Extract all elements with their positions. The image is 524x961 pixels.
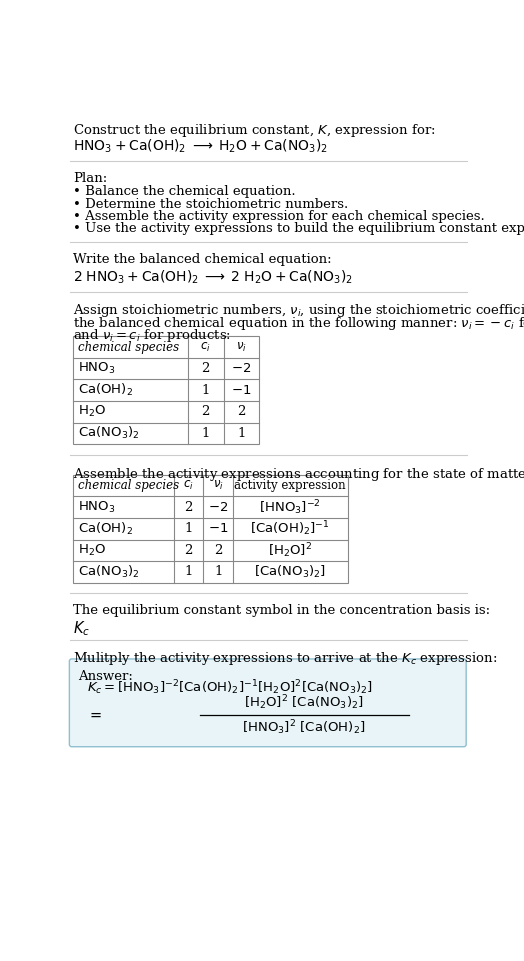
Text: 1: 1: [202, 383, 210, 397]
Text: 2: 2: [184, 544, 193, 556]
Text: 1: 1: [214, 565, 222, 579]
Text: $-1$: $-1$: [231, 383, 252, 397]
Text: $=$: $=$: [87, 708, 103, 722]
Text: 2: 2: [202, 362, 210, 375]
Text: chemical species: chemical species: [78, 340, 179, 354]
Text: $-1$: $-1$: [208, 523, 228, 535]
FancyBboxPatch shape: [69, 659, 466, 747]
Text: $[\mathrm{H_2O}]^{2}$: $[\mathrm{H_2O}]^{2}$: [268, 541, 312, 559]
Text: $\mathrm{2\;HNO_3 + Ca(OH)_2 \;\longrightarrow\; 2\;H_2O + Ca(NO_3)_2}$: $\mathrm{2\;HNO_3 + Ca(OH)_2 \;\longrigh…: [73, 268, 353, 286]
Text: $\mathrm{Ca(NO_3)_2}$: $\mathrm{Ca(NO_3)_2}$: [78, 564, 139, 580]
Text: 2: 2: [237, 406, 246, 418]
Text: Plan:: Plan:: [73, 171, 107, 185]
Text: and $\nu_i = c_i$ for products:: and $\nu_i = c_i$ for products:: [73, 327, 231, 344]
Text: • Assemble the activity expression for each chemical species.: • Assemble the activity expression for e…: [73, 210, 485, 223]
Text: $c_i$: $c_i$: [200, 340, 211, 354]
Text: 2: 2: [214, 544, 222, 556]
Text: $-2$: $-2$: [231, 362, 252, 375]
Text: $[\mathrm{H_2O}]^{2}\ [\mathrm{Ca(NO_3)_2}]$: $[\mathrm{H_2O}]^{2}\ [\mathrm{Ca(NO_3)_…: [244, 694, 364, 712]
Text: $-2$: $-2$: [208, 501, 228, 514]
Text: $\mathrm{HNO_3}$: $\mathrm{HNO_3}$: [78, 361, 115, 376]
Text: 1: 1: [184, 565, 193, 579]
Text: Assign stoichiometric numbers, $\nu_i$, using the stoichiometric coefficients, $: Assign stoichiometric numbers, $\nu_i$, …: [73, 303, 524, 319]
Text: the balanced chemical equation in the following manner: $\nu_i = -c_i$ for react: the balanced chemical equation in the fo…: [73, 315, 524, 332]
Bar: [73, 336, 259, 444]
Text: • Balance the chemical equation.: • Balance the chemical equation.: [73, 185, 296, 198]
Text: 1: 1: [202, 427, 210, 440]
Text: $c_i$: $c_i$: [183, 480, 194, 492]
Text: $[\mathrm{HNO_3}]^{-2}$: $[\mathrm{HNO_3}]^{-2}$: [259, 498, 321, 517]
Text: $[\mathrm{Ca(OH)_2}]^{-1}$: $[\mathrm{Ca(OH)_2}]^{-1}$: [250, 520, 330, 538]
Text: $[\mathrm{Ca(NO_3)_2}]$: $[\mathrm{Ca(NO_3)_2}]$: [254, 564, 326, 580]
Text: $\nu_i$: $\nu_i$: [236, 340, 247, 354]
Text: $\mathrm{H_2O}$: $\mathrm{H_2O}$: [78, 543, 106, 558]
Text: chemical species: chemical species: [78, 480, 179, 492]
Text: $\mathrm{Ca(OH)_2}$: $\mathrm{Ca(OH)_2}$: [78, 521, 133, 537]
Text: $\mathrm{Ca(NO_3)_2}$: $\mathrm{Ca(NO_3)_2}$: [78, 426, 139, 441]
Text: $[\mathrm{HNO_3}]^{2}\ [\mathrm{Ca(OH)_2}]$: $[\mathrm{HNO_3}]^{2}\ [\mathrm{Ca(OH)_2…: [243, 718, 366, 737]
Text: The equilibrium constant symbol in the concentration basis is:: The equilibrium constant symbol in the c…: [73, 604, 490, 617]
Text: 1: 1: [184, 523, 193, 535]
Text: • Determine the stoichiometric numbers.: • Determine the stoichiometric numbers.: [73, 198, 348, 210]
Text: 1: 1: [237, 427, 246, 440]
Text: 2: 2: [202, 406, 210, 418]
Text: activity expression: activity expression: [234, 480, 346, 492]
Text: Mulitply the activity expressions to arrive at the $K_c$ expression:: Mulitply the activity expressions to arr…: [73, 651, 497, 668]
Text: $K_c$: $K_c$: [73, 620, 90, 638]
Text: $\mathrm{Ca(OH)_2}$: $\mathrm{Ca(OH)_2}$: [78, 382, 133, 398]
Text: $\mathrm{HNO_3 + Ca(OH)_2 \;\longrightarrow\; H_2O + Ca(NO_3)_2}$: $\mathrm{HNO_3 + Ca(OH)_2 \;\longrightar…: [73, 137, 328, 155]
Text: $K_c = [\mathrm{HNO_3}]^{-2}[\mathrm{Ca(OH)_2}]^{-1}[\mathrm{H_2O}]^{2}[\mathrm{: $K_c = [\mathrm{HNO_3}]^{-2}[\mathrm{Ca(…: [87, 678, 373, 697]
Text: $\mathrm{H_2O}$: $\mathrm{H_2O}$: [78, 405, 106, 419]
Text: • Use the activity expressions to build the equilibrium constant expression.: • Use the activity expressions to build …: [73, 222, 524, 235]
Text: Assemble the activity expressions accounting for the state of matter and $\nu_i$: Assemble the activity expressions accoun…: [73, 466, 524, 482]
Text: $\nu_i$: $\nu_i$: [213, 480, 224, 492]
Text: 2: 2: [184, 501, 193, 514]
Bar: [73, 475, 347, 582]
Text: Write the balanced chemical equation:: Write the balanced chemical equation:: [73, 253, 332, 266]
Text: Answer:: Answer:: [78, 671, 133, 683]
Text: Construct the equilibrium constant, $K$, expression for:: Construct the equilibrium constant, $K$,…: [73, 122, 436, 139]
Text: $\mathrm{HNO_3}$: $\mathrm{HNO_3}$: [78, 500, 115, 515]
